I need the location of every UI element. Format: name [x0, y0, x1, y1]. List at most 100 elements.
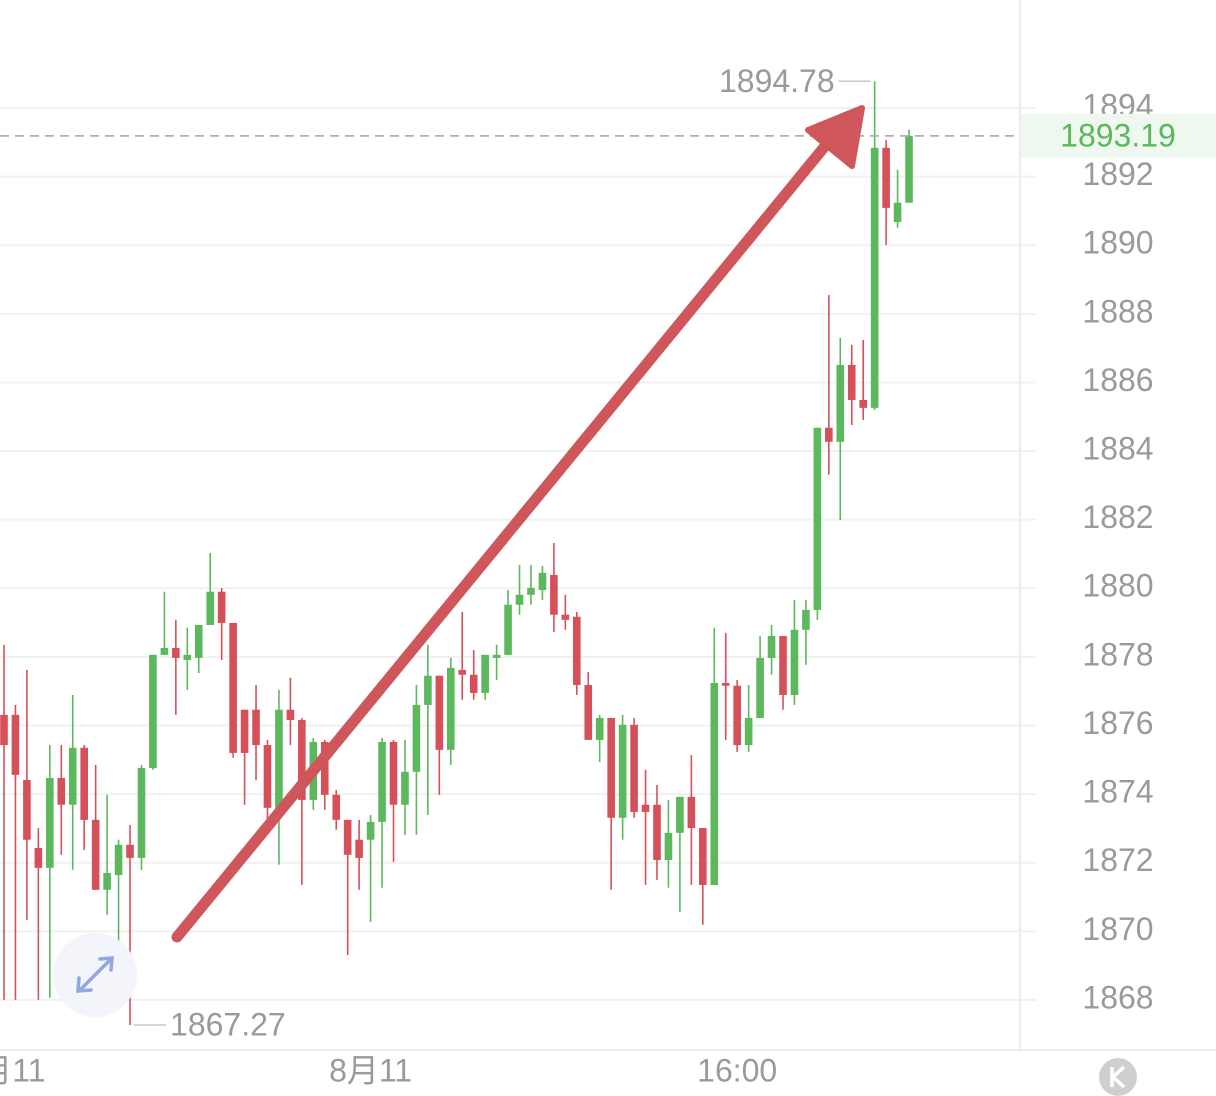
y-tick-label: 1892 — [1082, 156, 1153, 192]
candle-body — [767, 635, 776, 658]
candle-body — [870, 147, 879, 408]
y-tick-label: 1888 — [1082, 293, 1153, 329]
candle-body — [263, 745, 272, 808]
candle-body — [320, 741, 329, 795]
candle-body — [103, 872, 111, 890]
trend-arrow — [171, 105, 865, 943]
last-price-label: 1893.19 — [1060, 117, 1176, 153]
candle-body — [905, 135, 913, 203]
candle-body — [194, 624, 203, 658]
candle-body — [813, 427, 822, 610]
labels-layer: 1868 1870 1872 1874 1876 1878 1880 1882 1884 1886… — [0, 63, 1216, 1088]
y-tick-label: 1880 — [1082, 568, 1153, 604]
candle-body — [733, 685, 741, 746]
candle-body — [492, 654, 501, 658]
k-icon[interactable] — [1110, 1065, 1126, 1089]
y-tick-label: 1876 — [1082, 705, 1153, 741]
candle-body — [584, 685, 593, 740]
grid-layer — [0, 107, 1036, 1001]
candle-body — [561, 614, 570, 620]
candle-body — [183, 654, 192, 660]
candle-body — [126, 844, 134, 858]
candle-body — [710, 682, 719, 886]
candle-body — [68, 747, 77, 805]
candle-body — [389, 741, 398, 805]
candle-body — [893, 202, 902, 222]
y-tick-label: 1886 — [1082, 362, 1153, 398]
last-price-box — [1021, 113, 1216, 158]
candle-body — [378, 741, 386, 822]
candle-body — [424, 675, 432, 705]
candle-body — [80, 747, 88, 820]
min-label: 1867.27 — [170, 1006, 286, 1042]
candle-body — [802, 609, 810, 630]
candle-body — [412, 704, 421, 772]
candle-body — [836, 364, 845, 442]
candle-body — [699, 828, 707, 886]
candle-body — [435, 675, 444, 750]
k-button[interactable] — [1099, 1058, 1137, 1096]
candle-body — [481, 654, 489, 693]
candle-body — [286, 709, 295, 721]
candle-body — [550, 574, 558, 615]
candle-body — [401, 771, 409, 805]
candle-body — [779, 635, 787, 695]
candle-body — [34, 847, 43, 868]
candle-body — [446, 667, 455, 750]
max-label: 1894.78 — [719, 63, 835, 99]
candle-body — [343, 819, 352, 855]
y-tick-label: 1882 — [1082, 499, 1153, 535]
candle-body — [172, 647, 180, 658]
candle-body — [206, 591, 215, 625]
arrow-shaft — [171, 134, 836, 943]
candle-body — [595, 717, 604, 740]
candle-body — [332, 794, 341, 820]
candle-body — [137, 768, 146, 858]
y-tick-label: 1884 — [1082, 431, 1153, 467]
candle-body — [160, 647, 169, 655]
candle-body — [240, 709, 249, 753]
y-tick-label: 1890 — [1082, 225, 1153, 261]
candle-body — [11, 714, 20, 775]
candle-body — [91, 819, 100, 890]
candle-body — [57, 777, 66, 805]
y-tick-label: 1868 — [1082, 979, 1153, 1015]
x-tick-label: 16:00 — [697, 1052, 777, 1088]
k-bg[interactable] — [1099, 1058, 1137, 1096]
candle-body — [687, 796, 696, 829]
candle-body — [618, 724, 627, 818]
y-tick-label: 1872 — [1082, 842, 1153, 878]
candle-body — [641, 804, 650, 812]
expand-button[interactable] — [53, 933, 137, 1017]
candle-body — [458, 669, 467, 675]
candle-body — [46, 777, 54, 868]
x-tick-label: 8月11 — [329, 1052, 412, 1088]
candle-body — [298, 720, 306, 800]
candle-body — [23, 780, 31, 840]
candle-body — [0, 714, 8, 746]
candle-body — [721, 682, 730, 686]
candle-body — [515, 594, 524, 605]
candle-body — [114, 844, 123, 876]
y-tick-label: 1874 — [1082, 774, 1153, 810]
candle-body — [275, 709, 283, 808]
candle-body — [504, 604, 512, 655]
candle-body — [653, 804, 661, 860]
x-tick-label: 8月11 — [0, 1052, 46, 1088]
candle-body — [229, 622, 237, 753]
candle-body — [469, 674, 478, 693]
expand-icon[interactable] — [76, 956, 114, 993]
candle-body — [149, 654, 157, 769]
candle-body — [217, 591, 226, 623]
candle-body — [527, 587, 535, 595]
arrow-head — [805, 105, 865, 169]
candle-body — [676, 796, 684, 833]
candles-layer — [0, 81, 913, 1025]
candle-body — [664, 832, 673, 860]
candle-body — [756, 657, 764, 718]
y-tick-label: 1878 — [1082, 636, 1153, 672]
candle-body — [355, 839, 363, 858]
candle-body — [630, 724, 638, 812]
